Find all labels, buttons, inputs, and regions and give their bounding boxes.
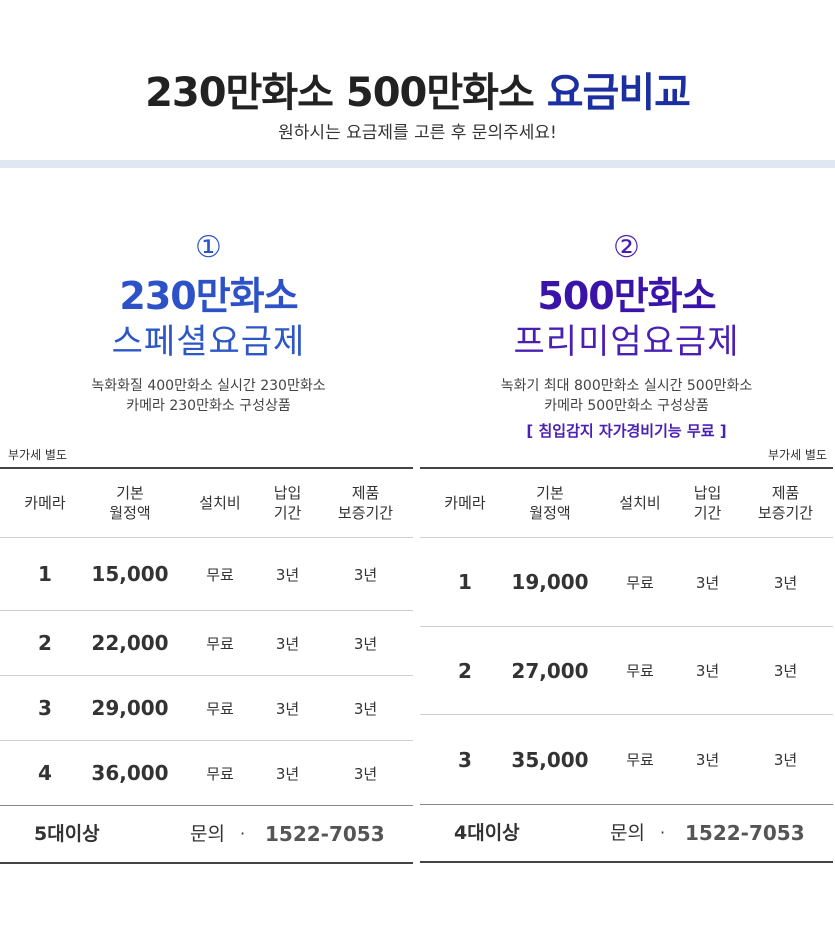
footer-quantity: 4대이상	[454, 822, 520, 844]
pricing-table-premium: 카메라 기본 월정액 설치비 납입 기간 제품 보증기간 1 19,000 무료…	[420, 467, 833, 863]
cell-fee: 19,000	[511, 570, 589, 594]
plan-desc-line: 카메라 500만화소 구성상품	[544, 398, 709, 414]
plan-description: 녹화화질 400만화소 실시간 230만화소 카메라 230만화소 구성상품	[0, 376, 417, 416]
table-row: 2 27,000 무료 3년 3년	[420, 627, 833, 715]
cell-term: 3년	[695, 751, 720, 769]
plan-description: 녹화기 최대 800만화소 실시간 500만화소 카메라 500만화소 구성상품	[418, 376, 835, 416]
plan-subname: 스페셜요금제	[111, 322, 306, 362]
table-footer: 4대이상 문의 · 1522-7053	[420, 804, 833, 863]
vat-note: 부가세 별도	[767, 448, 827, 462]
cell-term: 3년	[275, 699, 300, 718]
cell-warranty: 3년	[353, 699, 378, 718]
cell-fee: 35,000	[511, 747, 589, 772]
header-divider	[0, 160, 835, 168]
table-row: 2 22,000 무료 3년 3년	[0, 611, 413, 676]
cell-camera: 3	[38, 696, 52, 720]
plan-desc-line: 녹화기 최대 800만화소 실시간 500만화소	[500, 378, 753, 394]
cell-camera: 4	[38, 761, 52, 785]
cell-fee: 29,000	[91, 696, 169, 720]
cell-fee: 15,000	[91, 562, 169, 586]
cell-term: 3년	[275, 634, 300, 653]
page-subtitle: 원하시는 요금제를 고른 후 문의주세요!	[278, 123, 557, 143]
footer-separator: ·	[660, 823, 666, 842]
header-install-fee: 설치비	[619, 494, 661, 512]
table-row: 1 15,000 무료 3년 3년	[0, 538, 413, 611]
plan-card-special: ① 230만화소 스페셜요금제 녹화화질 400만화소 실시간 230만화소 카…	[0, 228, 417, 416]
header-monthly-fee: 기본 월정액	[529, 484, 571, 522]
plan-name: 230만화소	[119, 274, 298, 318]
header-warranty: 제품 보증기간	[337, 484, 394, 522]
cell-warranty: 3년	[773, 751, 798, 769]
cell-warranty: 3년	[353, 634, 378, 653]
phone-number[interactable]: 1522-7053	[265, 822, 385, 846]
plan-number: ②	[613, 230, 640, 265]
cell-fee: 36,000	[91, 761, 169, 785]
cell-camera: 3	[458, 747, 472, 772]
footer-quantity: 5대이상	[34, 823, 100, 845]
footer-inquiry-label: 문의	[610, 822, 645, 844]
plan-card-premium: ② 500만화소 프리미엄요금제 녹화기 최대 800만화소 실시간 500만화…	[418, 228, 835, 441]
table-footer: 5대이상 문의 · 1522-7053	[0, 805, 413, 864]
header-camera: 카메라	[444, 494, 486, 512]
table-row: 3 29,000 무료 3년 3년	[0, 676, 413, 741]
cell-camera: 2	[38, 631, 52, 655]
header-camera: 카메라	[24, 494, 66, 512]
cell-warranty: 3년	[353, 565, 378, 584]
cell-install: 무료	[206, 764, 234, 783]
cell-term: 3년	[275, 764, 300, 783]
plan-extra-feature: [ 침입감지 자가경비기능 무료 ]	[526, 422, 727, 440]
header-install-fee: 설치비	[199, 494, 241, 512]
cell-term: 3년	[275, 565, 300, 584]
table-header: 카메라 기본 월정액 설치비 납입 기간 제품 보증기간	[420, 469, 833, 538]
cell-warranty: 3년	[773, 573, 798, 592]
plan-desc-line: 녹화화질 400만화소 실시간 230만화소	[91, 378, 326, 394]
plan-number: ①	[195, 230, 222, 265]
page-title: 230만화소 500만화소 요금비교	[0, 60, 835, 118]
plan-subname: 프리미엄요금제	[513, 322, 740, 362]
cell-fee: 22,000	[91, 631, 169, 655]
cell-install: 무료	[626, 573, 654, 592]
table-row: 1 19,000 무료 3년 3년	[420, 538, 833, 627]
vat-note: 부가세 별도	[8, 448, 68, 462]
cell-camera: 1	[38, 562, 52, 586]
cell-camera: 1	[458, 570, 472, 594]
cell-install: 무료	[206, 699, 234, 718]
table-row: 4 36,000 무료 3년 3년	[0, 741, 413, 805]
header-payment-term: 납입 기간	[693, 484, 722, 522]
plan-name: 500만화소	[537, 274, 716, 318]
title-prefix: 230만화소 500만화소	[145, 70, 547, 116]
header-monthly-fee: 기본 월정액	[109, 484, 151, 522]
cell-install: 무료	[626, 751, 654, 769]
cell-fee: 27,000	[511, 658, 589, 683]
footer-inquiry-label: 문의	[190, 823, 225, 845]
cell-term: 3년	[695, 573, 720, 592]
cell-install: 무료	[206, 565, 234, 584]
title-accent: 요금비교	[546, 70, 691, 116]
header-warranty: 제품 보증기간	[757, 484, 814, 522]
table-row: 3 35,000 무료 3년 3년	[420, 715, 833, 804]
phone-number[interactable]: 1522-7053	[685, 821, 805, 845]
cell-warranty: 3년	[353, 764, 378, 783]
plan-desc-line: 카메라 230만화소 구성상품	[126, 398, 291, 414]
cell-warranty: 3년	[773, 662, 798, 680]
cell-install: 무료	[626, 662, 654, 680]
cell-term: 3년	[695, 662, 720, 680]
header-payment-term: 납입 기간	[273, 484, 302, 522]
cell-camera: 2	[458, 658, 472, 683]
pricing-table-special: 카메라 기본 월정액 설치비 납입 기간 제품 보증기간 1 15,000 무료…	[0, 467, 413, 864]
table-header: 카메라 기본 월정액 설치비 납입 기간 제품 보증기간	[0, 469, 413, 538]
footer-separator: ·	[240, 824, 246, 843]
cell-install: 무료	[206, 634, 234, 653]
